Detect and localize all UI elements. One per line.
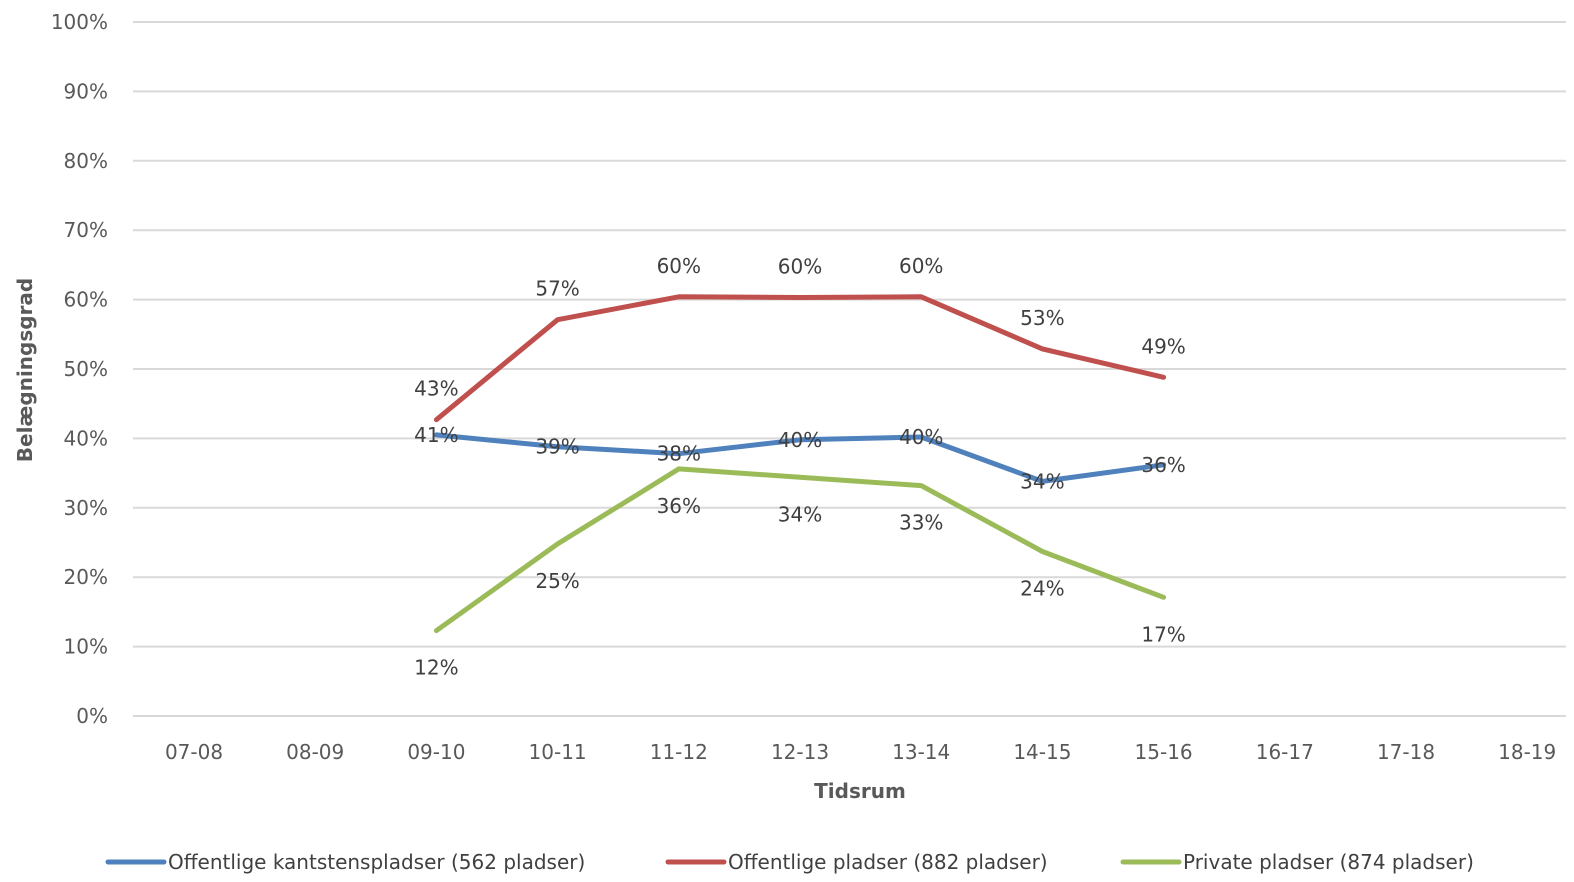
legend-label: Private pladser (874 pladser) [1183,850,1474,874]
y-tick-label: 10% [64,635,108,659]
x-tick-label: 17-18 [1377,740,1435,764]
y-axis-title: Belægningsgrad [13,278,37,462]
x-tick-label: 16-17 [1256,740,1314,764]
legend: Offentlige kantstenspladser (562 pladser… [105,850,1474,874]
y-axis-tick-labels: 0% 10% 20% 30% 40% 50% 60% 70% 80% 90% 100% [51,10,108,728]
x-tick-label: 14-15 [1013,740,1071,764]
legend-label: Offentlige kantstenspladser (562 pladser… [168,850,585,874]
data-label: 41% [414,423,458,447]
data-label: 33% [899,511,943,535]
data-label: 12% [414,656,458,680]
data-label: 24% [1020,577,1064,601]
x-axis-title: Tidsrum [814,779,906,803]
data-label: 25% [535,569,579,593]
y-tick-label: 0% [76,704,108,728]
y-tick-label: 100% [51,10,108,34]
x-tick-label: 08-09 [286,740,344,764]
data-label: 36% [1141,453,1185,477]
x-tick-label: 13-14 [892,740,950,764]
series-line-2 [433,294,1167,423]
y-tick-label: 80% [64,149,108,173]
x-axis-tick-labels: 07-08 08-09 09-10 10-11 11-12 12-13 13-14 14-15… [165,740,1556,764]
data-labels: 41% 39% 38% 40% 40% 34% 36% 43% 57% 60% 60% 60% 53% 4… [414,254,1186,680]
y-tick-label: 20% [64,565,108,589]
x-tick-label: 12-13 [771,740,829,764]
data-label: 40% [778,428,822,452]
data-label: 60% [657,254,701,278]
data-label: 39% [535,435,579,459]
series-lines [433,294,1167,634]
data-label: 60% [778,255,822,279]
y-tick-label: 40% [64,426,108,450]
y-tick-label: 90% [64,79,108,103]
x-tick-label: 07-08 [165,740,223,764]
data-label: 43% [414,377,458,401]
x-tick-label: 15-16 [1135,740,1193,764]
y-tick-label: 70% [64,218,108,242]
data-label: 49% [1141,334,1185,358]
data-label: 36% [657,494,701,518]
data-label: 38% [657,442,701,466]
gridlines [133,21,1566,717]
series-line-1 [433,432,1167,484]
x-tick-label: 10-11 [529,740,587,764]
data-label: 40% [899,425,943,449]
y-tick-label: 60% [64,288,108,312]
y-tick-label: 50% [64,357,108,381]
data-label: 34% [1020,469,1064,493]
x-tick-label: 09-10 [407,740,465,764]
data-label: 53% [1020,306,1064,330]
x-tick-label: 11-12 [650,740,708,764]
data-label: 57% [535,277,579,301]
data-label: 34% [778,502,822,526]
y-tick-label: 30% [64,496,108,520]
data-label: 17% [1141,622,1185,646]
x-tick-label: 18-19 [1498,740,1556,764]
legend-label: Offentlige pladser (882 pladser) [728,850,1048,874]
series-line-3 [433,466,1167,634]
data-label: 60% [899,254,943,278]
